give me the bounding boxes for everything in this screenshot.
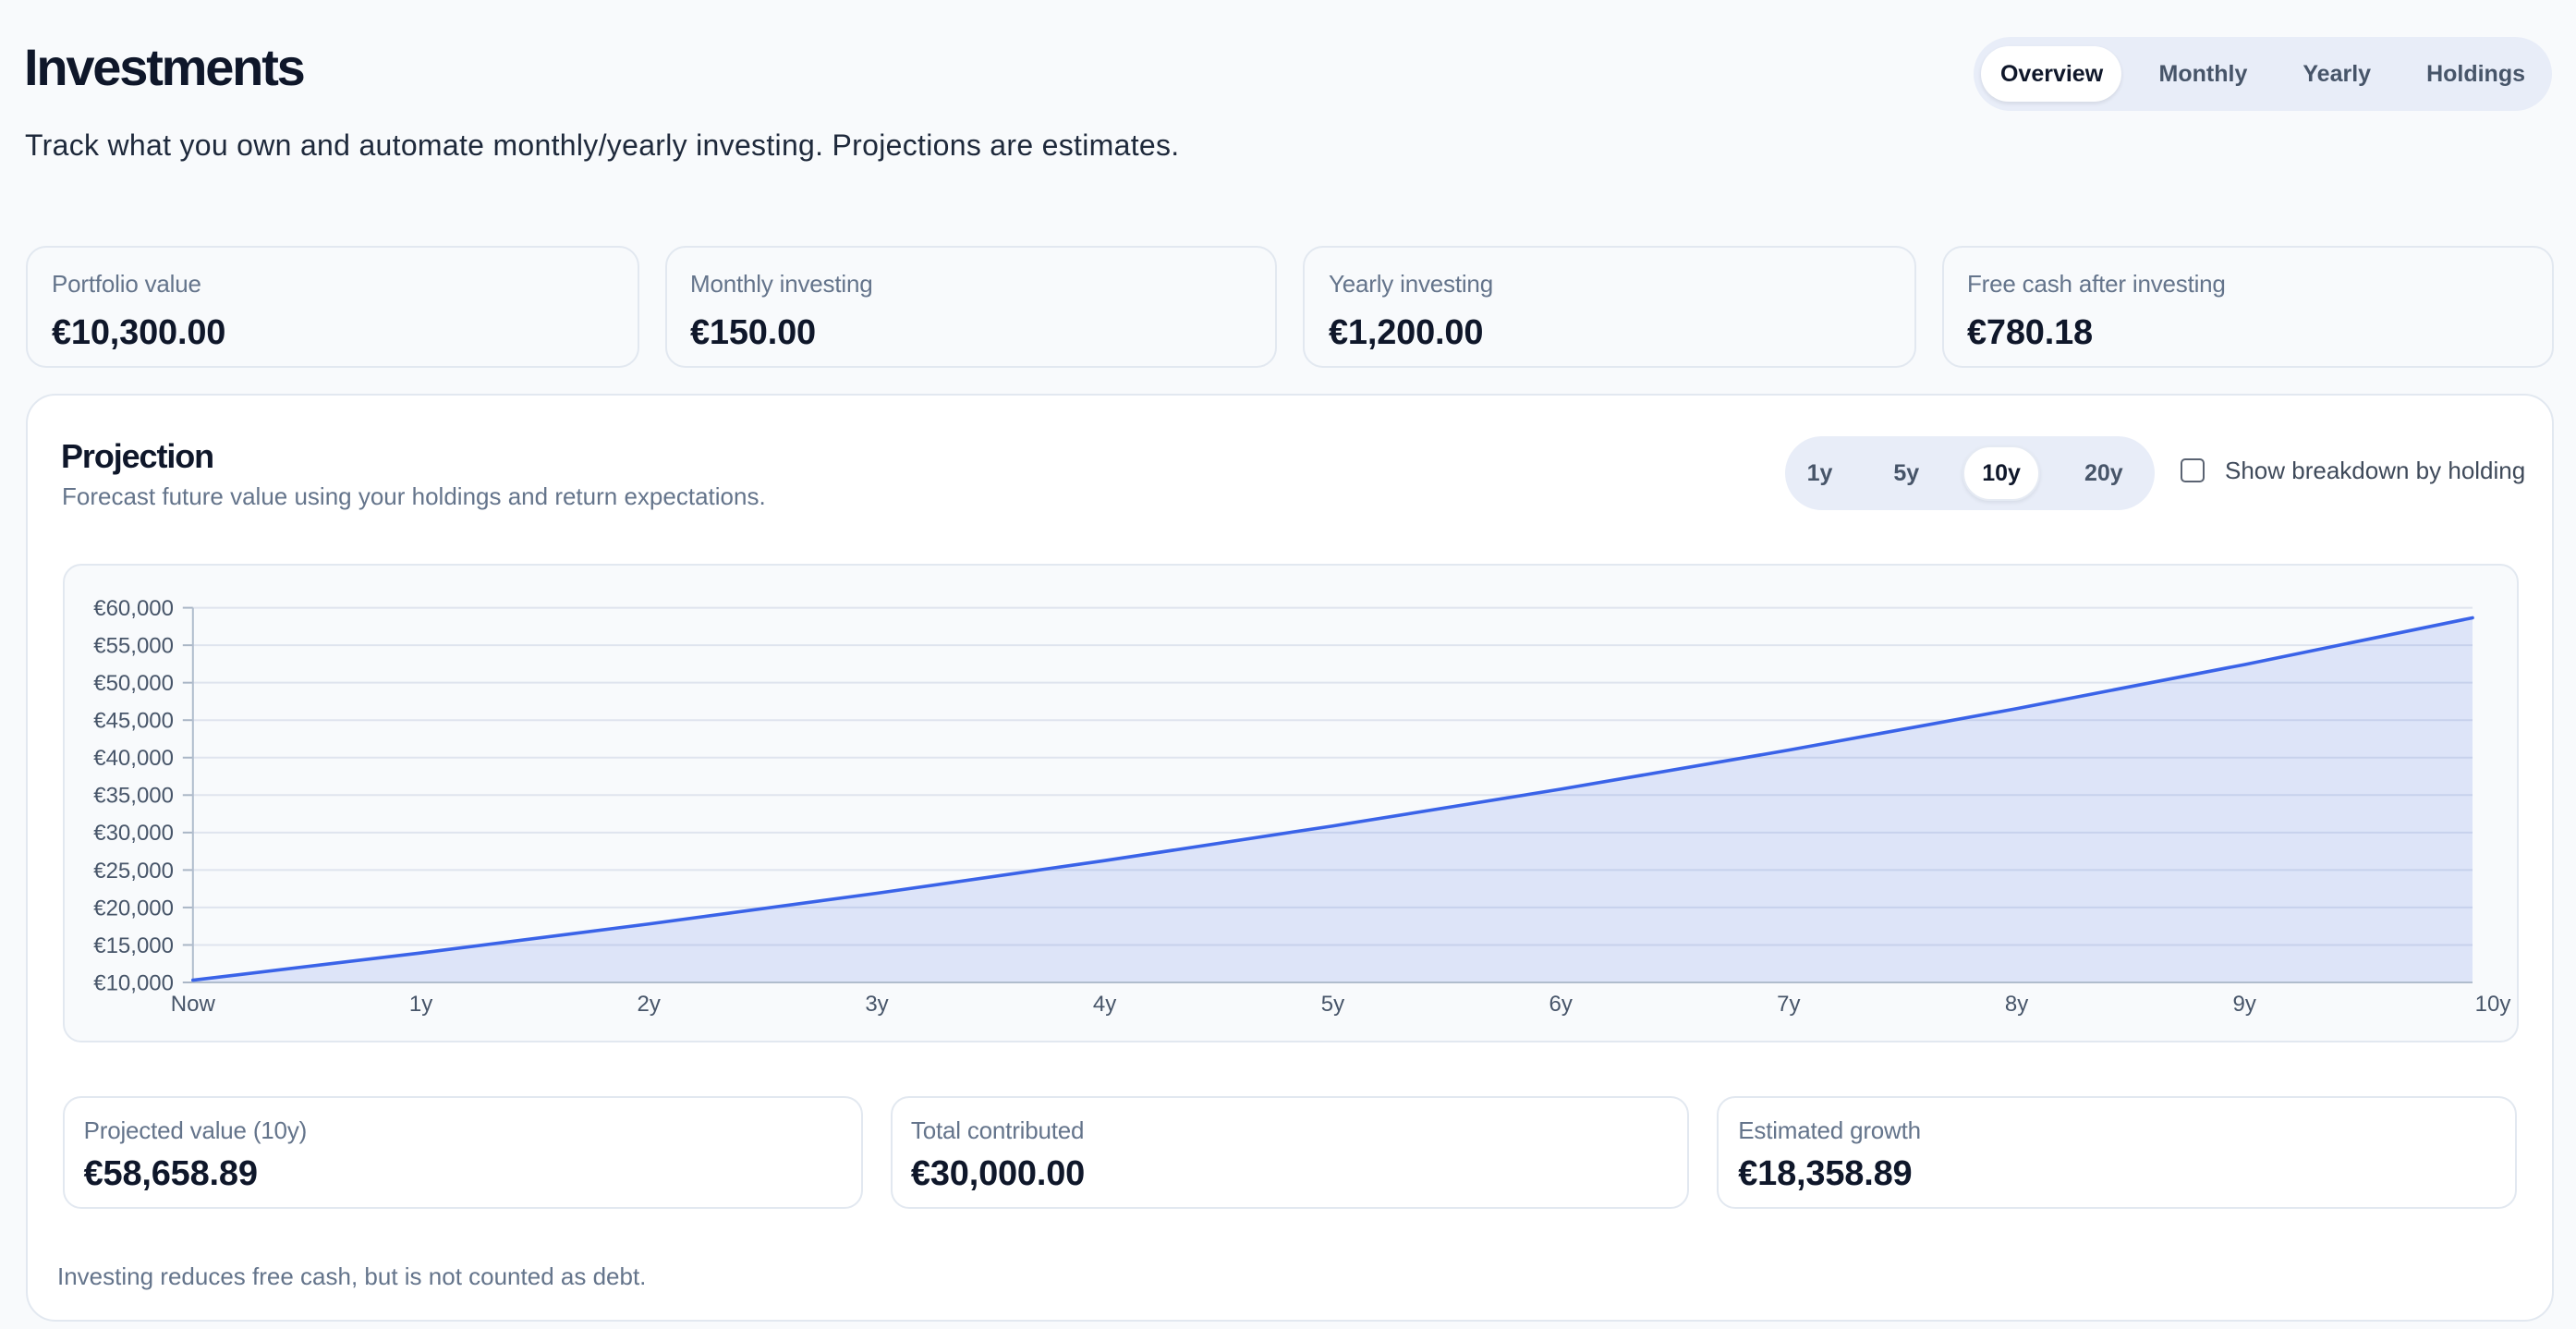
svg-text:€25,000: €25,000 <box>93 859 174 884</box>
svg-text:4y: 4y <box>1093 992 1116 1017</box>
svg-text:10y: 10y <box>2475 992 2511 1017</box>
svg-text:6y: 6y <box>1549 992 1573 1017</box>
svg-text:€55,000: €55,000 <box>93 634 174 659</box>
svg-text:€40,000: €40,000 <box>93 746 174 771</box>
svg-text:€10,000: €10,000 <box>93 970 174 995</box>
svg-text:€45,000: €45,000 <box>93 709 174 734</box>
svg-text:€15,000: €15,000 <box>93 933 174 958</box>
svg-text:€30,000: €30,000 <box>93 821 174 846</box>
svg-text:7y: 7y <box>1777 992 1800 1017</box>
svg-text:9y: 9y <box>2233 992 2256 1017</box>
svg-text:€35,000: €35,000 <box>93 784 174 809</box>
svg-text:€50,000: €50,000 <box>93 671 174 696</box>
svg-text:Now: Now <box>171 992 216 1017</box>
svg-text:2y: 2y <box>638 992 661 1017</box>
svg-text:8y: 8y <box>2005 992 2028 1017</box>
svg-text:€60,000: €60,000 <box>93 596 174 621</box>
svg-text:5y: 5y <box>1321 992 1344 1017</box>
svg-text:3y: 3y <box>865 992 888 1017</box>
svg-text:1y: 1y <box>409 992 432 1017</box>
svg-text:€20,000: €20,000 <box>93 896 174 921</box>
